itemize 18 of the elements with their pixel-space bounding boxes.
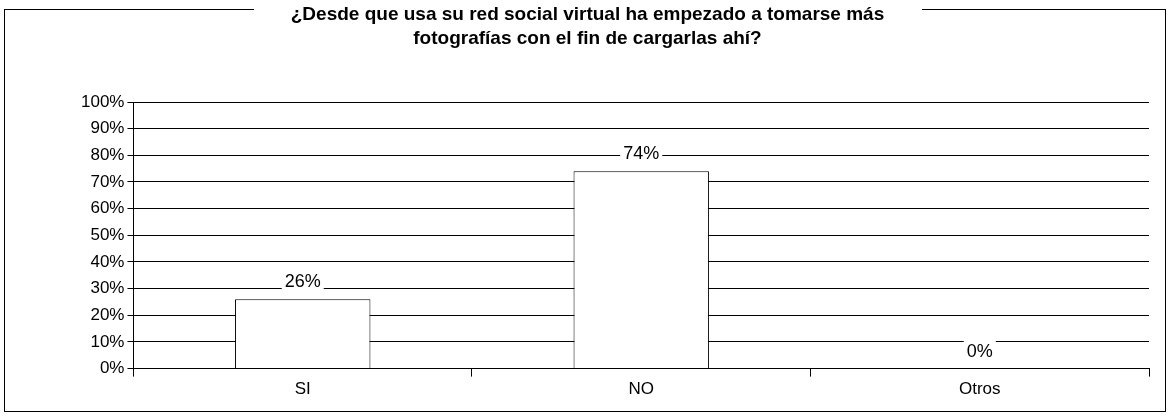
data-label: 74% <box>623 143 660 164</box>
y-tick-label: 90% <box>90 118 125 138</box>
x-tick-label: NO <box>628 379 654 399</box>
data-label: 0% <box>966 340 993 361</box>
y-tick-label: 20% <box>90 304 125 324</box>
y-tick-label: 30% <box>90 278 125 298</box>
y-tick-label: 100% <box>81 91 125 111</box>
x-tick-label: Otros <box>958 379 1001 399</box>
y-tick-label: 40% <box>90 251 125 271</box>
x-tick-label: SI <box>294 379 311 399</box>
y-tick-label: 10% <box>90 331 125 351</box>
y-tick-label: 0% <box>99 358 125 378</box>
y-tick-label: 70% <box>90 171 125 191</box>
y-tick-label: 80% <box>90 145 125 165</box>
y-tick-label: 60% <box>90 198 125 218</box>
chart-title: ¿Desde que usa su red social virtual ha empezado a tomarse más fotografías con el fin de cargarlas ahí? <box>253 2 922 50</box>
data-label: 26% <box>284 271 321 292</box>
y-tick-label: 50% <box>90 224 125 244</box>
